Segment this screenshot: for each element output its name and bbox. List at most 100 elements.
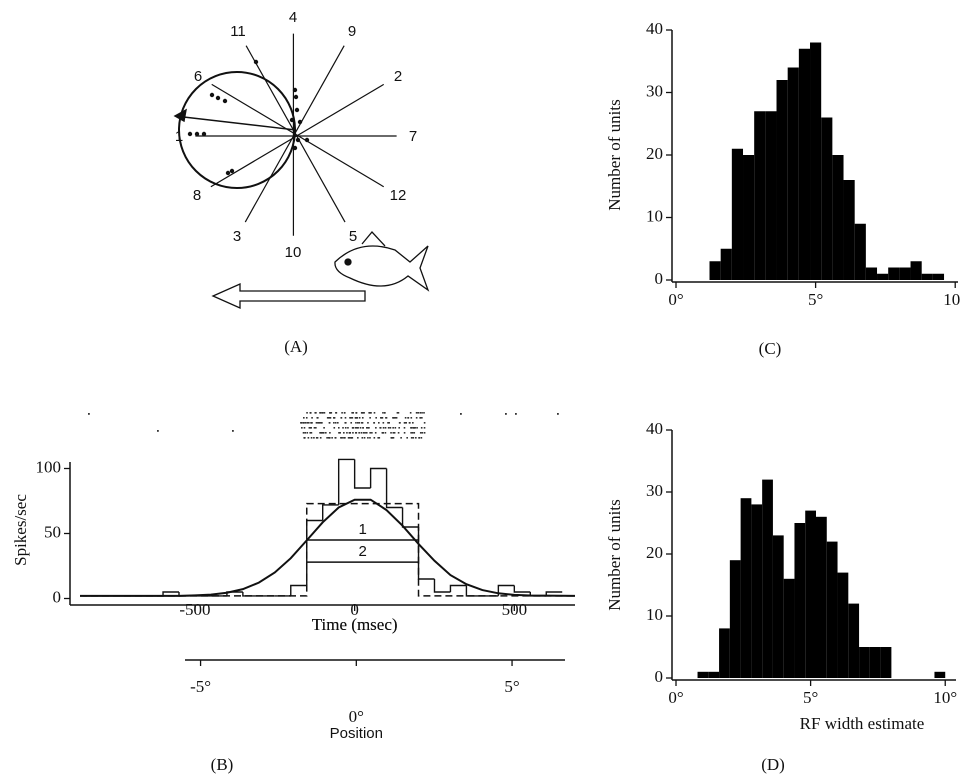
histogram-bar	[719, 628, 730, 678]
histogram-bar	[743, 155, 755, 280]
raster-spike	[356, 427, 359, 429]
histogram-bar	[740, 498, 752, 678]
raster-spike	[407, 417, 410, 419]
raster-spike	[348, 432, 351, 434]
raster-spike	[395, 417, 398, 419]
raster-spike	[393, 432, 396, 434]
raster-spike	[362, 432, 365, 434]
raster-spike	[329, 412, 332, 414]
raster-spike	[358, 422, 361, 424]
raster-spike	[310, 437, 313, 439]
raster-spike	[360, 432, 363, 434]
raster-spike	[354, 427, 357, 429]
raster-spike	[316, 437, 319, 439]
raster-spike	[391, 437, 394, 439]
histogram-bar	[776, 80, 788, 280]
response-dot	[229, 168, 235, 174]
panel-label: (B)	[211, 755, 234, 774]
response-dot	[297, 119, 303, 125]
raster-spike	[339, 432, 341, 434]
histogram-bar	[888, 267, 900, 280]
histogram-bar	[765, 111, 777, 280]
raster-spike	[369, 432, 371, 434]
histogram-step	[162, 591, 179, 596]
raster-spike	[416, 427, 418, 429]
raster-spike	[303, 427, 306, 429]
response-dot	[304, 137, 310, 143]
raster-spike	[370, 412, 372, 414]
histogram-bar	[729, 560, 741, 678]
raster-spike	[362, 427, 364, 429]
raster-spike	[343, 437, 345, 439]
raster-spike	[359, 427, 362, 429]
direction-label: 7	[409, 128, 417, 145]
raster-spike	[378, 437, 381, 439]
raster-spike	[392, 432, 395, 434]
raster-spike	[369, 417, 371, 419]
histogram-bar	[720, 248, 732, 280]
y-tick-label: 40	[646, 419, 663, 438]
y-tick-label: 20	[646, 144, 663, 163]
x-tick-label: 5°	[808, 290, 823, 309]
raster-spike	[357, 422, 359, 424]
raster-spike	[329, 417, 332, 419]
raster-spike	[366, 427, 368, 429]
histogram-bar	[787, 67, 799, 280]
response-dot	[293, 94, 299, 100]
raster-spike	[361, 437, 364, 439]
raster-spike	[337, 422, 339, 424]
histogram-bar	[821, 117, 833, 280]
direction-label: 6	[194, 68, 202, 85]
raster-spike	[317, 422, 319, 424]
histogram-step	[545, 591, 563, 596]
raster-spike	[403, 432, 406, 434]
raster-spike	[362, 412, 364, 414]
raster-spike	[365, 432, 368, 434]
raster-spike	[308, 427, 311, 429]
raster-spike	[305, 417, 308, 419]
y-axis-label: Spikes/sec	[11, 494, 30, 566]
line-label: 1	[358, 521, 366, 538]
raster-spike	[396, 412, 399, 414]
histogram-bar	[921, 273, 933, 280]
raster-spike	[415, 412, 418, 414]
x-tick-label: 0°	[668, 290, 683, 309]
raster-spike	[318, 422, 320, 424]
x-tick-label: -500	[179, 600, 210, 619]
raster-spike	[309, 412, 312, 414]
x-tick-label: 10°	[943, 290, 960, 309]
raster-spike	[367, 422, 369, 424]
direction-arrow	[173, 108, 297, 131]
histogram-bar	[816, 516, 827, 678]
y-tick-label: 40	[646, 19, 663, 38]
raster-spike	[300, 422, 302, 424]
raster-spike	[301, 427, 303, 429]
y-tick-label: 100	[36, 457, 62, 476]
direction-label: 12	[390, 187, 407, 204]
raster-spike	[232, 430, 234, 432]
x-tick-label: 0	[350, 600, 359, 619]
histogram-bar	[754, 111, 766, 280]
raster-spike	[375, 427, 377, 429]
raster-spike	[380, 417, 383, 419]
y-tick-label: 0	[655, 269, 664, 288]
raster-spike	[392, 427, 394, 429]
response-dot	[253, 59, 259, 65]
histogram-bar	[731, 148, 744, 280]
series-line	[80, 498, 576, 597]
raster-spike	[404, 417, 407, 419]
raster-spike	[408, 422, 411, 424]
raster-spike	[349, 417, 351, 419]
raster-spike	[388, 422, 390, 424]
raster-spike	[406, 437, 408, 439]
raster-spike	[157, 430, 159, 432]
raster-spike	[358, 417, 361, 419]
raster-spike	[390, 437, 393, 439]
raster-spike	[306, 422, 309, 424]
raster-spike	[322, 432, 324, 434]
raster-spike	[413, 432, 416, 434]
raster-spike	[340, 417, 343, 419]
raster-spike	[326, 437, 328, 439]
histogram-bar	[843, 180, 855, 280]
histogram-bar	[848, 603, 860, 678]
